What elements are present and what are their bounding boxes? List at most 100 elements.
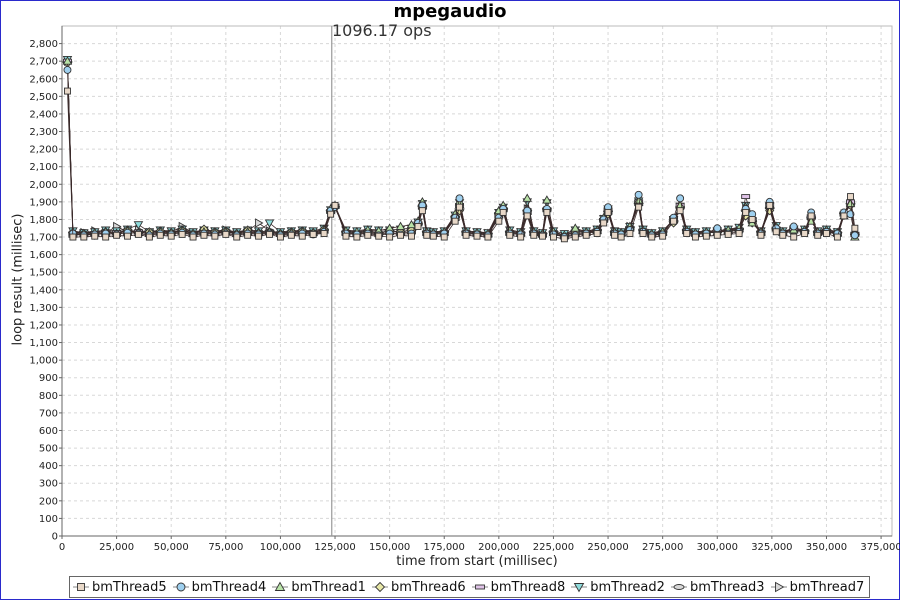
y-tick-label: 300 [39, 479, 58, 490]
data-point-bmthread5 [91, 232, 99, 240]
data-point-bmthread5 [691, 233, 699, 241]
x-tick-label: 325,000 [751, 542, 792, 553]
data-point-bmthread5 [440, 233, 448, 241]
data-point-bmthread5 [331, 201, 339, 209]
legend-symbol [77, 583, 85, 591]
legend-item-bmthread8: bmThread8 [471, 580, 565, 595]
data-point-bmthread5 [523, 212, 531, 220]
y-tick-label: 2,800 [29, 39, 58, 50]
legend-marker-bmthread5-icon [73, 583, 89, 591]
data-point-bmthread5 [748, 215, 756, 223]
data-point-bmthread5 [847, 193, 854, 201]
y-tick-label: 1,700 [29, 233, 58, 244]
legend-label: bmThread5 [92, 579, 167, 595]
legend-marker-bmthread2-icon [571, 583, 588, 593]
data-point-bmthread5 [600, 219, 608, 227]
data-point-bmthread5 [499, 208, 507, 216]
data-point-bmthread5 [766, 201, 774, 209]
data-point-bmthread5 [353, 233, 361, 241]
y-tick-label: 1,300 [29, 303, 58, 314]
legend-marker-bmthread3-icon [670, 584, 687, 590]
data-point-bmthread5 [178, 230, 186, 238]
legend-item-bmthread2: bmThread2 [571, 580, 665, 595]
data-point-bmthread5 [233, 233, 241, 241]
data-point-bmthread5 [64, 87, 71, 95]
data-point-bmthread5 [807, 212, 815, 220]
data-point-bmthread5 [423, 231, 431, 239]
data-point-bmthread5 [560, 235, 568, 243]
data-point-bmthread4 [676, 194, 685, 203]
legend-item-bmthread5: bmThread5 [73, 580, 167, 595]
data-point-bmthread5 [408, 232, 415, 240]
data-point-bmthread5 [276, 233, 284, 241]
chart-title: mpegaudio [393, 1, 507, 22]
data-point-bmthread5 [571, 233, 579, 241]
data-point-bmthread5 [375, 232, 383, 240]
legend-symbol [374, 581, 386, 593]
data-point-bmthread5 [102, 233, 110, 241]
y-tick-label: 600 [39, 426, 58, 437]
y-axis-label: loop result (millisec) [10, 213, 26, 346]
data-point-bmthread5 [617, 233, 625, 241]
x-tick-label: 350,000 [806, 542, 847, 553]
series-bmthread5 [64, 87, 859, 243]
y-tick-label: 1,900 [29, 197, 58, 208]
y-tick-label: 1,100 [29, 338, 58, 349]
legend-symbol [574, 583, 585, 593]
data-point-bmthread5 [582, 231, 590, 239]
data-point-bmthread5 [124, 232, 131, 240]
legend-label: bmThread3 [689, 579, 765, 595]
throughput-annotation: 1096.17 ops [332, 21, 432, 40]
data-point-bmthread5 [659, 232, 667, 240]
legend-item-bmthread4: bmThread4 [172, 580, 266, 595]
y-tick-label: 2,100 [29, 162, 58, 173]
data-point-bmthread5 [309, 230, 317, 238]
data-point-bmthread4 [789, 222, 798, 231]
data-point-bmthread5 [429, 232, 437, 240]
y-tick-label: 2,700 [29, 57, 58, 68]
data-point-bmthread5 [530, 231, 538, 239]
data-point-bmthread5 [757, 231, 765, 239]
data-point-bmthread4 [850, 231, 859, 240]
legend-label: bmThread6 [390, 579, 466, 595]
data-point-bmthread5 [266, 230, 273, 238]
data-point-bmthread5 [735, 230, 743, 237]
data-point-bmthread5 [397, 231, 405, 239]
y-tick-label: 1,000 [29, 356, 58, 367]
y-tick-label: 200 [39, 496, 58, 507]
data-point-bmthread5 [604, 208, 612, 216]
y-tick-label: 1,800 [29, 215, 58, 226]
y-tick-label: 800 [39, 391, 58, 402]
y-tick-label: 1,600 [29, 250, 58, 261]
legend-label: bmThread7 [789, 579, 865, 595]
data-point-bmthread5 [69, 233, 77, 241]
data-point-bmthread4 [634, 190, 643, 199]
data-point-bmthread5 [134, 230, 142, 238]
data-point-bmthread5 [113, 231, 121, 239]
x-tick-label: 275,000 [642, 542, 683, 553]
data-point-bmthread1 [406, 219, 417, 229]
x-axis-label: time from start (millisec) [396, 554, 558, 569]
legend-symbol [275, 581, 286, 591]
data-point-bmthread5 [801, 230, 809, 237]
data-point-bmthread5 [549, 233, 557, 241]
legend-item-bmthread1: bmThread1 [272, 580, 366, 595]
data-point-bmthread5 [683, 230, 691, 237]
x-tick-label: 200,000 [478, 542, 519, 553]
x-tick-label: 0 [59, 542, 65, 553]
data-point-bmthread1 [62, 56, 73, 65]
y-tick-label: 900 [39, 373, 58, 384]
y-tick-label: 500 [39, 444, 58, 455]
data-point-bmthread5 [414, 223, 422, 230]
data-point-bmthread5 [772, 228, 780, 236]
legend-item-bmthread7: bmThread7 [770, 579, 865, 595]
data-point-bmthread5 [517, 233, 525, 241]
data-point-bmthread5 [539, 232, 546, 240]
data-point-bmthread5 [298, 232, 306, 240]
data-point-bmthread5 [200, 231, 208, 239]
data-point-bmthread5 [506, 231, 514, 239]
data-point-bmthread5 [364, 231, 372, 239]
data-point-bmthread5 [724, 230, 732, 238]
data-point-bmthread5 [462, 231, 470, 239]
data-point-bmthread5 [713, 231, 721, 239]
